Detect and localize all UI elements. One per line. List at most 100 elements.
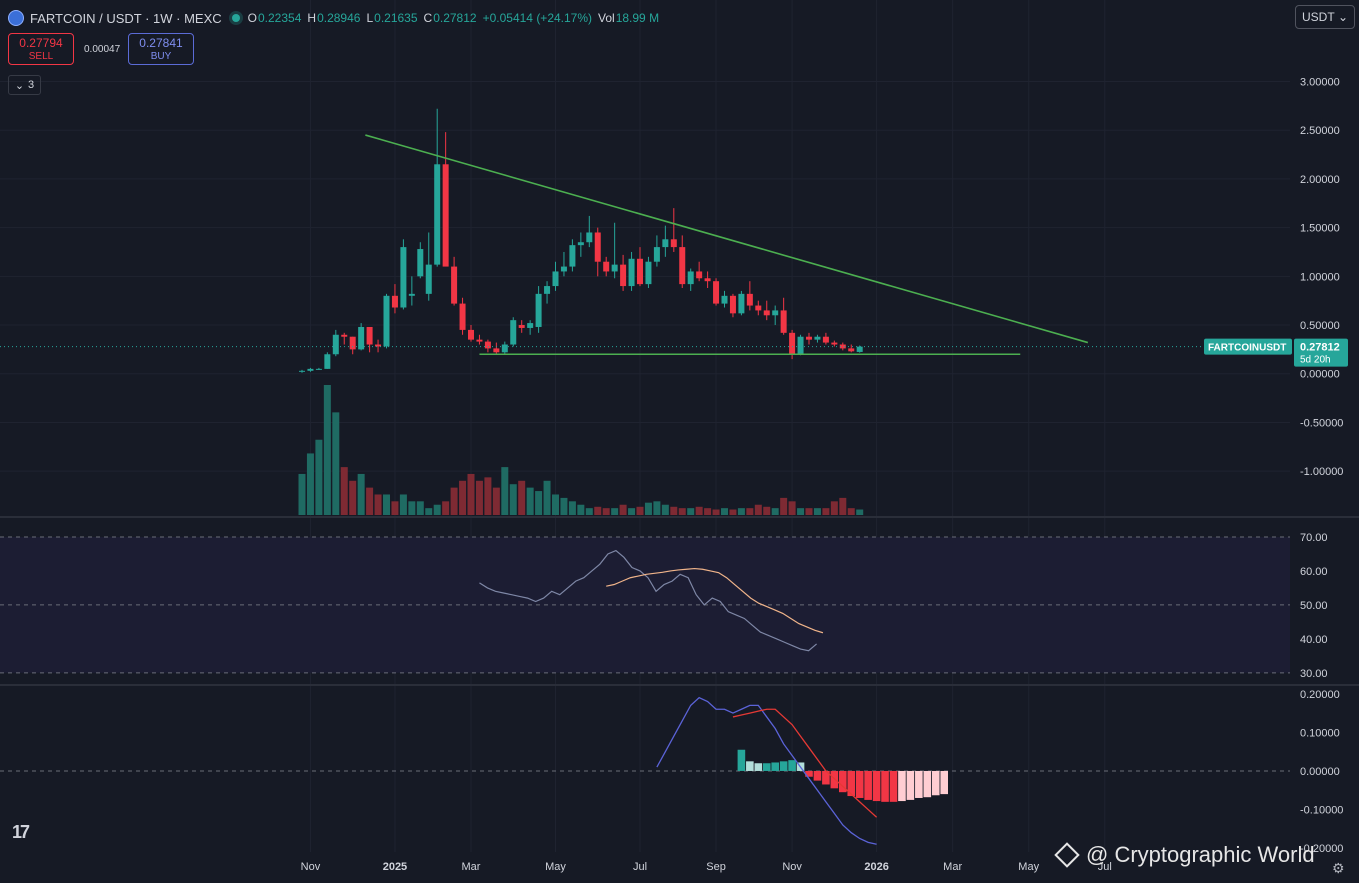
volume-bar [847, 508, 855, 515]
candle-body [442, 164, 449, 267]
candle-body [611, 264, 618, 272]
candle-body [315, 368, 322, 370]
buy-price: 0.27841 [139, 36, 183, 50]
volume-bar [670, 506, 678, 515]
volume-bar [357, 473, 365, 515]
candle-body [518, 325, 525, 328]
indicators-toggle-button[interactable]: ⌄ 3 [8, 75, 41, 95]
symbol-title[interactable]: FARTCOIN / USDT · 1W · MEXC [30, 10, 222, 26]
candle-body [755, 305, 762, 311]
macd-histogram-bar [940, 770, 948, 795]
y-tick-label: -1.00000 [1300, 466, 1343, 478]
coin-icon [8, 10, 24, 26]
candle-body [620, 264, 627, 287]
candle-body [425, 264, 432, 294]
sell-button[interactable]: 0.27794 SELL [8, 33, 74, 65]
macd-histogram-bar [889, 770, 898, 802]
candle-body [806, 336, 812, 340]
y-tick-label: 1.00000 [1300, 271, 1340, 283]
buy-label: BUY [150, 51, 172, 62]
macd-histogram-bar [771, 762, 779, 771]
sell-label: SELL [28, 51, 54, 62]
candle-body [637, 258, 643, 285]
candle-body [594, 232, 601, 262]
macd-histogram-bar [872, 770, 881, 802]
macd-histogram-bar [762, 763, 771, 771]
macd-histogram-bar [906, 770, 915, 800]
volume-bar [526, 487, 534, 515]
volume-bar [577, 504, 585, 515]
rsi-tick-label: 30.00 [1300, 668, 1328, 680]
buy-button[interactable]: 0.27841 BUY [128, 33, 194, 65]
candle-body [822, 336, 829, 343]
volume-bar [780, 497, 788, 515]
candle-body [746, 293, 753, 306]
macd-tick-label: 0.00000 [1300, 766, 1340, 778]
candle-body [299, 370, 305, 372]
candle-body [848, 348, 855, 352]
gear-icon[interactable]: ⚙ [1332, 860, 1345, 876]
volume-bar [383, 494, 390, 515]
macd-histogram-bar [898, 770, 906, 802]
volume-bar [619, 504, 627, 515]
macd-tick-label: 0.20000 [1300, 689, 1340, 701]
x-tick-label: Nov [782, 861, 802, 873]
currency-select[interactable]: USDT ⌄ [1295, 5, 1355, 29]
volume-bar [704, 508, 712, 515]
x-tick-label: 2025 [383, 861, 407, 873]
indicator-count: 3 [28, 79, 35, 91]
candle-body [451, 266, 458, 304]
candle-body [586, 232, 593, 243]
macd-histogram-bar [737, 749, 746, 771]
candle-body [535, 293, 542, 327]
candle-body [375, 344, 382, 347]
volume-bar [543, 480, 551, 515]
volume-bar [602, 508, 610, 515]
volume-bar [687, 508, 695, 515]
volume-bar [433, 504, 441, 515]
volume-bar [366, 487, 374, 515]
candle-body [569, 245, 576, 267]
volume-bar [425, 508, 433, 515]
volume-bar [721, 508, 728, 515]
macd-histogram-bar [830, 770, 839, 789]
price-tag-bg [1294, 338, 1348, 367]
candle-body [856, 346, 863, 352]
candle-body [814, 336, 821, 340]
chevron-down-icon: ⌄ [1337, 10, 1348, 24]
candle-body [358, 326, 365, 350]
candle-body [527, 323, 534, 328]
volume-bar [442, 501, 450, 515]
candle-body [501, 344, 508, 353]
volume-bar [484, 477, 492, 515]
volume-bar [661, 504, 669, 515]
volume-bar [611, 508, 619, 515]
low-value: 0.21635 [374, 11, 418, 25]
volume-bar [644, 502, 652, 515]
volume-bar [509, 484, 517, 515]
macd-tick-label: 0.10000 [1300, 727, 1340, 739]
macd-histogram-bar [915, 770, 923, 798]
macd-histogram-bar [779, 761, 788, 771]
volume-bar [771, 508, 779, 515]
candle-body [341, 334, 348, 337]
rsi-line [479, 549, 817, 652]
volume-bar [822, 508, 830, 515]
volume-value: 18.99 M [615, 11, 660, 25]
close-value: 0.27812 [433, 11, 477, 25]
macd-histogram-bar [754, 763, 763, 771]
volume-bar [298, 473, 306, 515]
volume-bar [568, 501, 576, 515]
candle-body [307, 368, 314, 371]
symbol-tag-bg [1204, 338, 1292, 355]
volume-bar [797, 508, 805, 515]
candle-body [645, 261, 652, 285]
volume-bar [535, 491, 543, 515]
tradingview-logo-icon[interactable]: 17 [12, 822, 30, 842]
candle-body [476, 339, 483, 342]
trendline [365, 134, 1089, 344]
volume-bar [628, 508, 636, 515]
price-tag-countdown: 5d 20h [1300, 355, 1331, 366]
volume-bar [408, 501, 416, 515]
